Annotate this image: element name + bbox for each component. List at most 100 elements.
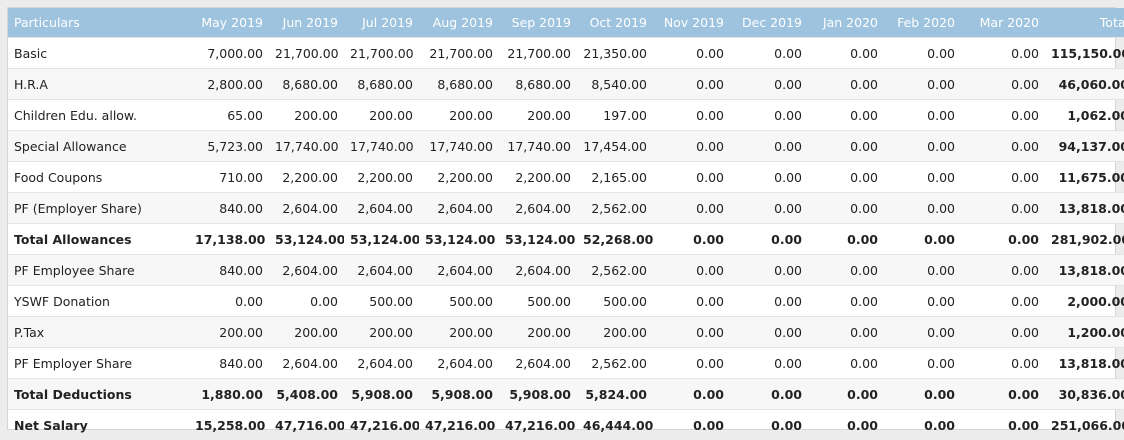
amount-cell: 0.00: [653, 348, 730, 379]
column-header-dec-2019[interactable]: Dec 2019: [730, 8, 808, 38]
column-header-may-2019[interactable]: May 2019: [189, 8, 269, 38]
amount-cell: 0.00: [961, 38, 1045, 69]
amount-cell: 200.00: [344, 100, 419, 131]
amount-cell: 0.00: [808, 100, 884, 131]
amount-cell: 0.00: [808, 69, 884, 100]
amount-cell: 46,444.00: [577, 410, 653, 440]
amount-cell: 21,700.00: [499, 38, 577, 69]
amount-cell: 8,680.00: [344, 69, 419, 100]
amount-cell: 5,824.00: [577, 379, 653, 410]
amount-cell: 0.00: [730, 224, 808, 255]
row-total-cell: 13,818.00: [1045, 255, 1124, 286]
amount-cell: 0.00: [961, 162, 1045, 193]
amount-cell: 2,604.00: [419, 348, 499, 379]
amount-cell: 0.00: [884, 193, 961, 224]
amount-cell: 2,604.00: [269, 193, 344, 224]
column-header-feb-2020[interactable]: Feb 2020: [884, 8, 961, 38]
column-header-oct-2019[interactable]: Oct 2019: [577, 8, 653, 38]
row-total-cell: 94,137.00: [1045, 131, 1124, 162]
amount-cell: 47,216.00: [499, 410, 577, 440]
amount-cell: 21,700.00: [419, 38, 499, 69]
amount-cell: 0.00: [808, 255, 884, 286]
row-label: P.Tax: [8, 317, 189, 348]
column-header-jan-2020[interactable]: Jan 2020: [808, 8, 884, 38]
amount-cell: 5,908.00: [344, 379, 419, 410]
row-label: Food Coupons: [8, 162, 189, 193]
amount-cell: 0.00: [808, 38, 884, 69]
amount-cell: 0.00: [961, 348, 1045, 379]
amount-cell: 0.00: [961, 379, 1045, 410]
amount-cell: 0.00: [808, 286, 884, 317]
amount-cell: 0.00: [653, 100, 730, 131]
amount-cell: 2,604.00: [419, 193, 499, 224]
amount-cell: 200.00: [189, 317, 269, 348]
amount-cell: 0.00: [653, 38, 730, 69]
amount-cell: 8,540.00: [577, 69, 653, 100]
amount-cell: 0.00: [730, 162, 808, 193]
column-header-mar-2020[interactable]: Mar 2020: [961, 8, 1045, 38]
amount-cell: 0.00: [269, 286, 344, 317]
amount-cell: 0.00: [884, 69, 961, 100]
amount-cell: 0.00: [808, 131, 884, 162]
column-header-sep-2019[interactable]: Sep 2019: [499, 8, 577, 38]
amount-cell: 17,740.00: [419, 131, 499, 162]
amount-cell: 53,124.00: [499, 224, 577, 255]
amount-cell: 2,200.00: [269, 162, 344, 193]
column-header-total[interactable]: Total: [1045, 8, 1124, 38]
amount-cell: 65.00: [189, 100, 269, 131]
amount-cell: 200.00: [419, 317, 499, 348]
amount-cell: 0.00: [884, 162, 961, 193]
amount-cell: 0.00: [653, 286, 730, 317]
amount-cell: 0.00: [961, 224, 1045, 255]
column-header-jun-2019[interactable]: Jun 2019: [269, 8, 344, 38]
amount-cell: 0.00: [884, 131, 961, 162]
amount-cell: 500.00: [419, 286, 499, 317]
amount-cell: 7,000.00: [189, 38, 269, 69]
column-header-aug-2019[interactable]: Aug 2019: [419, 8, 499, 38]
amount-cell: 0.00: [730, 100, 808, 131]
amount-cell: 200.00: [499, 317, 577, 348]
row-total-cell: 115,150.00: [1045, 38, 1124, 69]
column-header-nov-2019[interactable]: Nov 2019: [653, 8, 730, 38]
amount-cell: 0.00: [961, 100, 1045, 131]
amount-cell: 500.00: [577, 286, 653, 317]
amount-cell: 2,604.00: [499, 255, 577, 286]
amount-cell: 0.00: [961, 410, 1045, 440]
amount-cell: 0.00: [808, 317, 884, 348]
amount-cell: 200.00: [344, 317, 419, 348]
amount-cell: 2,200.00: [419, 162, 499, 193]
amount-cell: 53,124.00: [269, 224, 344, 255]
amount-cell: 2,562.00: [577, 193, 653, 224]
amount-cell: 0.00: [730, 193, 808, 224]
amount-cell: 0.00: [730, 286, 808, 317]
amount-cell: 0.00: [884, 317, 961, 348]
amount-cell: 0.00: [808, 162, 884, 193]
row-total-cell: 1,062.00: [1045, 100, 1124, 131]
amount-cell: 2,200.00: [499, 162, 577, 193]
amount-cell: 47,216.00: [419, 410, 499, 440]
amount-cell: 0.00: [653, 224, 730, 255]
amount-cell: 2,604.00: [344, 255, 419, 286]
column-header-particulars[interactable]: Particulars: [8, 8, 189, 38]
amount-cell: 17,454.00: [577, 131, 653, 162]
column-header-jul-2019[interactable]: Jul 2019: [344, 8, 419, 38]
amount-cell: 0.00: [653, 379, 730, 410]
amount-cell: 200.00: [577, 317, 653, 348]
amount-cell: 0.00: [730, 131, 808, 162]
amount-cell: 17,740.00: [499, 131, 577, 162]
amount-cell: 1,880.00: [189, 379, 269, 410]
amount-cell: 0.00: [961, 255, 1045, 286]
amount-cell: 15,258.00: [189, 410, 269, 440]
amount-cell: 8,680.00: [419, 69, 499, 100]
amount-cell: 0.00: [730, 38, 808, 69]
row-label: Total Allowances: [8, 224, 189, 255]
amount-cell: 0.00: [653, 410, 730, 440]
row-label: Net Salary: [8, 410, 189, 440]
amount-cell: 0.00: [808, 348, 884, 379]
